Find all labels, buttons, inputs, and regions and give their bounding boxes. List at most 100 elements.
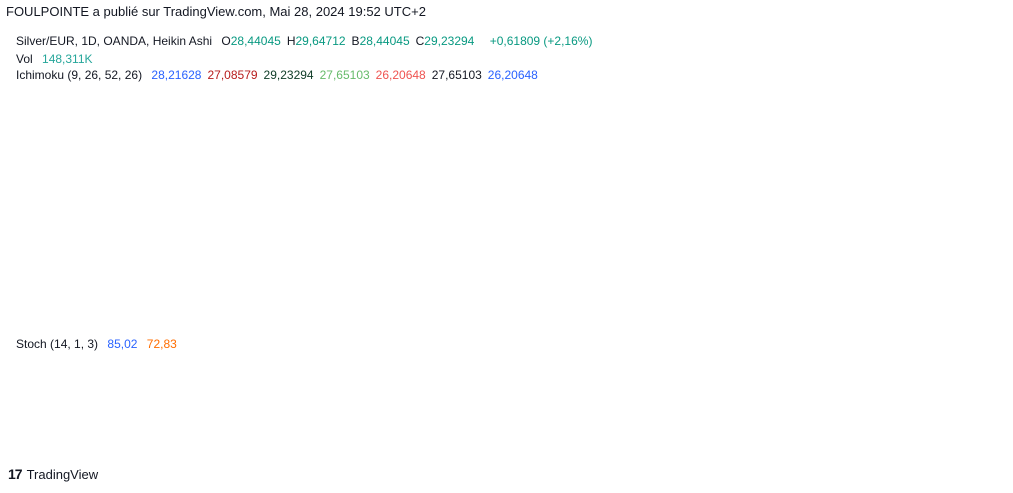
tenkan-line <box>12 100 544 284</box>
volume-bar <box>82 300 88 328</box>
candle-body <box>370 147 376 155</box>
cloud-fill <box>13 130 714 278</box>
volume-bar <box>403 297 409 328</box>
volume-bar <box>180 294 186 328</box>
candle-body <box>501 80 507 115</box>
volume-bar <box>390 294 396 328</box>
volume-bar <box>324 274 330 328</box>
volume-bar <box>193 292 199 328</box>
stoch-d-value: 72,83 <box>146 337 177 351</box>
volume-bar <box>521 281 527 328</box>
candle-body <box>436 175 442 186</box>
volume-bar <box>43 301 49 328</box>
ichimoku-value-2: 29,23294 <box>263 68 314 82</box>
volume-bar <box>265 290 272 328</box>
volume-bar <box>10 296 16 328</box>
candle-body <box>154 282 160 288</box>
candle-body <box>200 245 206 256</box>
stoch-d-line <box>12 343 545 425</box>
volume-bar <box>220 289 226 328</box>
channel-mid-line <box>359 153 491 207</box>
volume-bar <box>95 299 101 328</box>
price-tag-text: 29,23294 <box>946 71 992 83</box>
volume-bar <box>115 302 121 328</box>
candle-body <box>180 258 186 271</box>
time-tick-label: Mars <box>156 437 181 449</box>
candle-body <box>89 273 94 282</box>
volume-bar <box>292 279 298 328</box>
candle-body <box>325 144 330 161</box>
volume-bar <box>514 274 520 328</box>
volume-bar <box>69 302 75 328</box>
price-tick-label: 24,00000 <box>948 206 994 218</box>
candle-body <box>423 187 429 192</box>
candle-body <box>259 236 265 242</box>
candle-body <box>252 238 258 245</box>
volume-bar <box>462 286 468 328</box>
candle-body <box>167 271 173 282</box>
volume-bar <box>351 283 357 328</box>
lagging-span-line <box>12 59 395 279</box>
candle-body <box>449 166 455 177</box>
volume-bar <box>377 290 383 328</box>
ohlc-values: O28,44045 H29,64712 B28,44045 C29,23294 <box>221 34 480 48</box>
candle-body <box>279 208 284 229</box>
candle-body <box>377 151 383 161</box>
candle-body <box>10 271 16 276</box>
volume-bar <box>501 271 507 328</box>
candle-body <box>534 87 540 94</box>
candle-body <box>76 283 81 287</box>
volume-bar <box>285 281 291 328</box>
volume-bar <box>141 306 147 328</box>
symbol-tag-text: XAGEUR <box>889 71 936 83</box>
volume-bar <box>370 288 376 328</box>
candle-body <box>108 274 114 279</box>
candle-body <box>102 272 108 276</box>
channel-upper-line <box>340 111 481 177</box>
time-tick-label: Mai <box>433 437 451 449</box>
candle-body <box>246 235 252 244</box>
stoch-label: Stoch (14, 1, 3) <box>16 337 99 351</box>
price-tag-bg <box>942 67 998 84</box>
candle-body <box>95 274 101 278</box>
stoch-legend: Stoch (14, 1, 3) 85,02 72,83 <box>16 337 183 351</box>
volume-bar <box>298 277 304 328</box>
stoch-k-line <box>12 341 545 427</box>
candle-body <box>43 280 49 284</box>
symbol-title: Silver/EUR, 1D, OANDA, Heikin Ashi <box>16 34 213 48</box>
candle-body <box>30 277 36 281</box>
volume-bar <box>134 305 141 328</box>
change-value: +0,61809 (+2,16%) <box>489 34 593 48</box>
volume-bar <box>409 298 416 328</box>
candle-body <box>410 182 415 192</box>
volume-bar <box>49 299 55 328</box>
tradingview-brand: TradingView <box>26 466 99 482</box>
stoch-k-value: 85,02 <box>107 337 138 351</box>
candle-body <box>226 231 232 239</box>
volume-bar <box>128 304 134 328</box>
ohlc-value-B: 28,44045 <box>359 34 410 48</box>
volume-bar <box>305 276 311 328</box>
ichimoku-value-5: 27,65103 <box>431 68 482 82</box>
price-tick-label: 26,00000 <box>948 154 994 166</box>
candle-body <box>135 282 140 286</box>
volume-bar <box>206 290 213 328</box>
volume-bar <box>75 303 82 328</box>
tradingview-footer: 17 TradingView <box>8 466 98 482</box>
candle-body <box>285 196 291 219</box>
price-tick-label: 20,00000 <box>948 310 994 322</box>
candles <box>10 56 546 292</box>
ichimoku-value-6: 26,20648 <box>487 68 538 82</box>
ichimoku-cloud <box>12 129 715 279</box>
candle-body <box>23 274 29 280</box>
candle-body <box>207 241 212 251</box>
volume-bar <box>272 286 278 328</box>
candle-body <box>351 138 356 145</box>
candle-body <box>49 277 55 283</box>
candle-body <box>56 280 62 282</box>
ichimoku-value-1: 27,08579 <box>207 68 258 82</box>
volume-bars <box>10 269 547 328</box>
candle-body <box>128 280 134 285</box>
volume-bar <box>200 291 206 328</box>
candle-body <box>17 273 22 277</box>
